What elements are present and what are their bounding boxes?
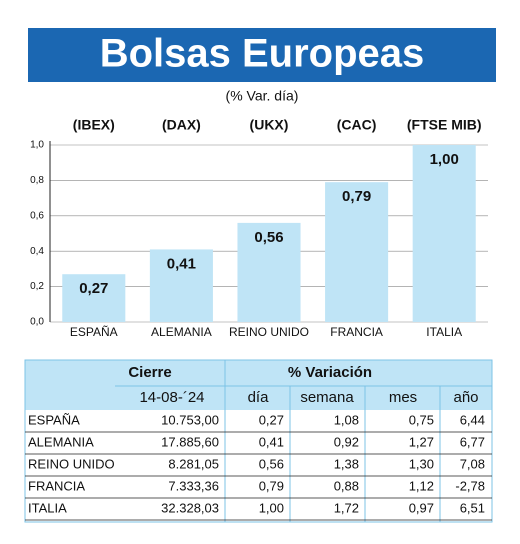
table-cell: 6,77 — [460, 434, 485, 449]
x-tick-label: ALEMANIA — [151, 325, 212, 339]
table-cell: 0,41 — [259, 434, 284, 449]
index-label: (FTSE MIB) — [407, 117, 482, 133]
value-label: 0,56 — [254, 229, 283, 246]
value-label: 1,00 — [430, 151, 459, 168]
index-label: (DAX) — [162, 117, 201, 133]
bar — [237, 222, 301, 322]
value-label: 0,27 — [79, 280, 108, 297]
table-cell: 0,75 — [409, 412, 434, 427]
index-label: (CAC) — [337, 117, 377, 133]
bar — [412, 145, 476, 322]
bar — [62, 274, 126, 322]
table-cell: 0,97 — [409, 500, 434, 515]
index-label: (UKX) — [250, 117, 289, 133]
table-cell: 0,88 — [334, 478, 359, 493]
bar — [149, 249, 213, 322]
table-column: semana — [300, 389, 354, 406]
table-cell: 1,72 — [334, 500, 359, 515]
y-tick-label: 0,8 — [30, 175, 44, 186]
value-label: 0,79 — [342, 188, 371, 205]
table-cell: 7.333,36 — [168, 478, 219, 493]
y-tick-label: 0,6 — [30, 210, 44, 221]
bar — [325, 182, 389, 322]
index-label: (IBEX) — [73, 117, 115, 133]
table-header: % Variación — [288, 364, 372, 381]
y-tick-label: 0,0 — [30, 317, 44, 328]
x-tick-label: ESPAÑA — [70, 325, 118, 339]
y-tick-label: 0,2 — [30, 281, 44, 292]
table-cell: 1,12 — [409, 478, 434, 493]
x-tick-label: FRANCIA — [330, 325, 383, 339]
table-row-name: REINO UNIDO — [28, 456, 115, 471]
table-cell: 6,44 — [460, 412, 485, 427]
table-row-name: ITALIA — [28, 500, 67, 515]
table-cell: 0,27 — [259, 412, 284, 427]
table-header-bg — [25, 360, 492, 410]
table-cell: 32.328,03 — [161, 500, 219, 515]
table-cell: 6,51 — [460, 500, 485, 515]
table-cell: 1,30 — [409, 456, 434, 471]
table-cell: 10.753,00 — [161, 412, 219, 427]
table-cell: 0,56 — [259, 456, 284, 471]
table-cell: 1,00 — [259, 500, 284, 515]
table-row-name: ALEMANIA — [28, 434, 94, 449]
value-label: 0,41 — [167, 255, 196, 272]
table-column: día — [248, 389, 270, 406]
table-cell: 0,79 — [259, 478, 284, 493]
y-tick-label: 0,4 — [30, 246, 44, 257]
title-banner — [28, 28, 496, 82]
table-row-name: ESPAÑA — [28, 412, 80, 427]
table-date: 14-08-´24 — [139, 389, 204, 406]
table-cell: 0,92 — [334, 434, 359, 449]
table-cell: 1,08 — [334, 412, 359, 427]
table-cell: 1,27 — [409, 434, 434, 449]
table-cell: 1,38 — [334, 456, 359, 471]
y-tick-label: 1,0 — [30, 140, 44, 151]
chart-title: Bolsas Europeas — [100, 32, 425, 76]
chart-subtitle: (% Var. día) — [226, 88, 299, 104]
table-header: Cierre — [128, 364, 171, 381]
table-column: año — [453, 389, 478, 406]
table-cell: 17.885,60 — [161, 434, 219, 449]
table-cell: -2,78 — [455, 478, 485, 493]
table-cell: 7,08 — [460, 456, 485, 471]
x-tick-label: ITALIA — [426, 325, 462, 339]
table-row-name: FRANCIA — [28, 478, 85, 493]
table-column: mes — [389, 389, 417, 406]
x-tick-label: REINO UNIDO — [229, 325, 309, 339]
table-cell: 8.281,05 — [168, 456, 219, 471]
